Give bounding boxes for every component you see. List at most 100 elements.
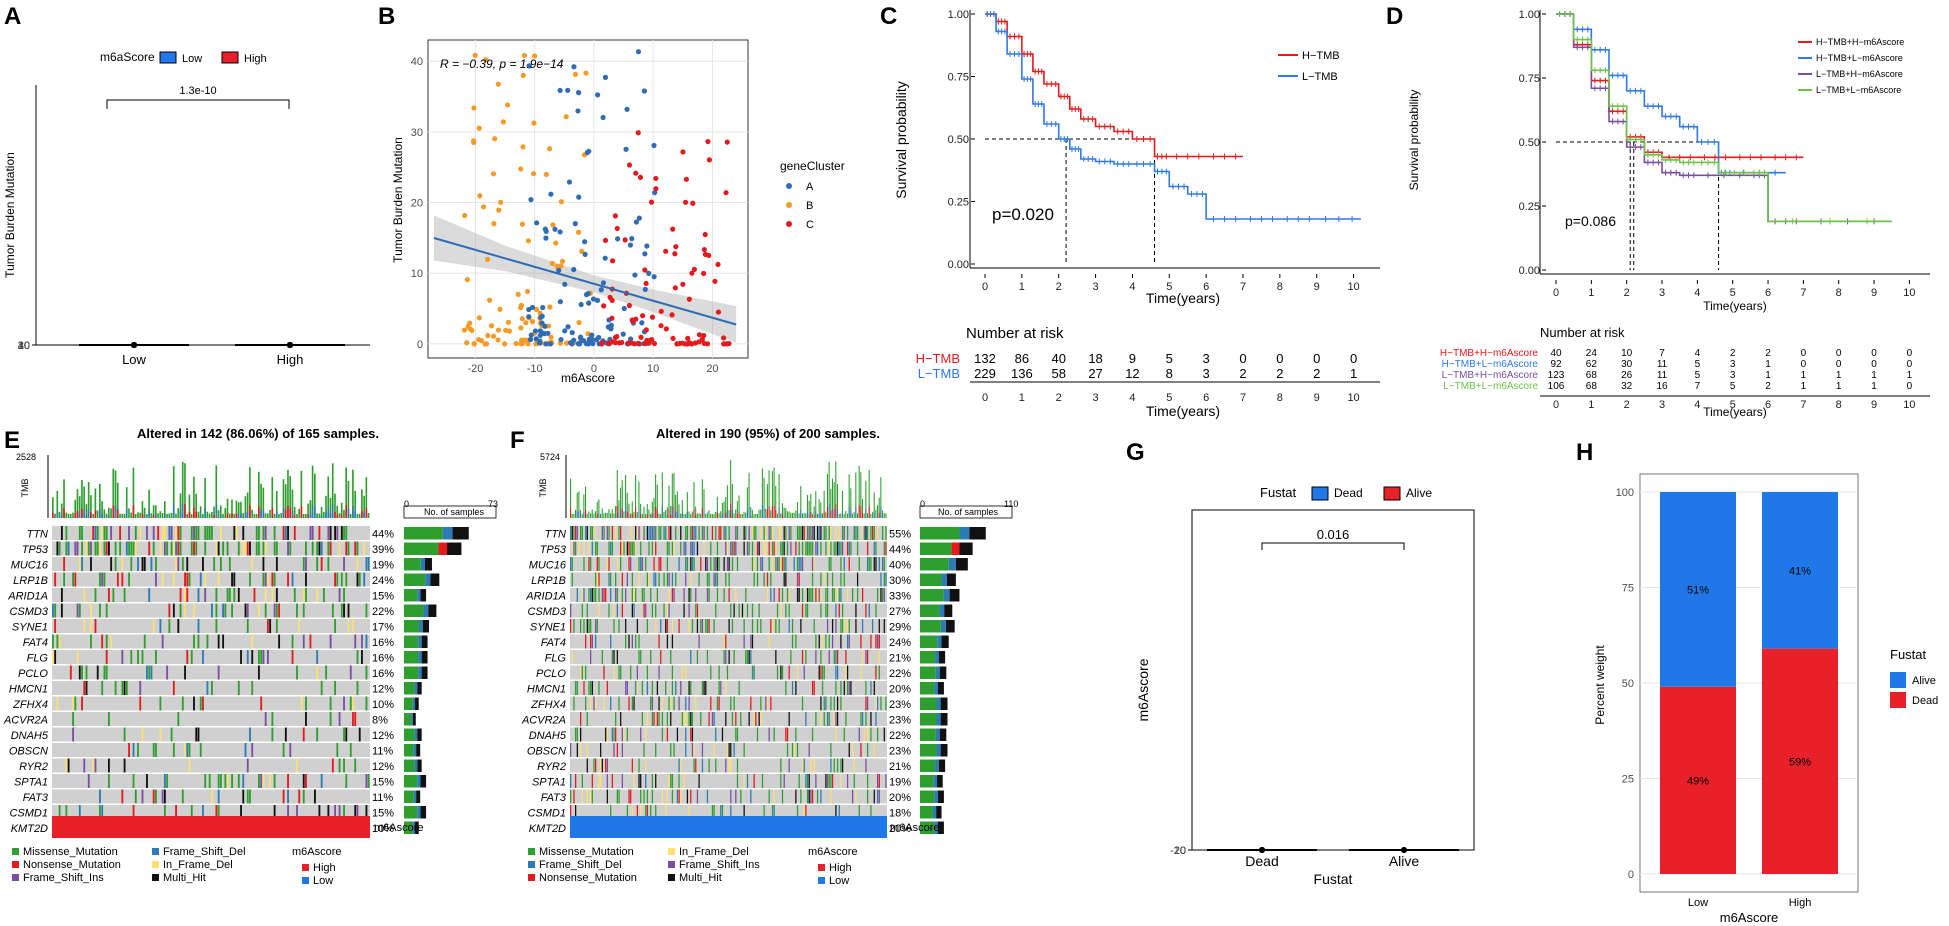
tmb-bar-segment: [184, 504, 186, 518]
gene-percent: 18%: [889, 808, 911, 820]
annot-legend-title: m6Ascore: [808, 846, 858, 858]
tmb-bar: [141, 501, 144, 518]
mutation-cell: [63, 572, 66, 587]
mutation-cell: [356, 681, 359, 695]
mutation-cell: [329, 696, 332, 711]
gene-row-bg: [570, 774, 887, 788]
point-c: [690, 200, 696, 206]
mutation-cell: [876, 634, 879, 649]
mutation-cell: [691, 619, 694, 633]
tmb-bar: [615, 505, 617, 518]
mutation-cell: [334, 572, 337, 587]
c-ticks: 0 1 2 3 4 5 6 7 8 9 100.000.250.500.751.00: [948, 9, 1360, 293]
mutation-cell: [803, 805, 805, 819]
y-tick-label: 0.75: [1519, 73, 1540, 85]
mutation-cell: [322, 588, 325, 602]
point-a: [529, 304, 536, 311]
mutation-cell: [656, 588, 659, 602]
gene-percent: 55%: [889, 529, 911, 541]
tmb-bar-segment: [675, 512, 677, 518]
mutation-cell: [638, 650, 640, 664]
mutation-cell: [141, 557, 144, 571]
mutation-cell: [776, 603, 779, 618]
mutation-cell: [695, 588, 697, 602]
mutation-cell: [172, 743, 175, 757]
sample-bar-segment: [934, 682, 938, 695]
tmb-bar: [870, 513, 872, 518]
mutation-cell: [765, 526, 767, 540]
tmb-bar: [865, 480, 867, 518]
sample-bar-multihit: [940, 744, 948, 757]
tmb-bar: [155, 505, 157, 518]
tmb-bar: [87, 482, 90, 518]
tmb-bar-segment: [815, 511, 817, 518]
mutation-cell: [289, 743, 292, 757]
point-c: [599, 341, 605, 347]
tmb-bar: [753, 513, 755, 518]
tmb-bar-segment: [656, 509, 658, 518]
tmb-bar-segment: [107, 515, 110, 518]
gene-row-bg: [52, 650, 370, 664]
x-tick-label: 3: [1093, 281, 1099, 293]
mutation-cell: [121, 572, 124, 587]
mutation-cell: [750, 650, 752, 664]
mutation-cell: [264, 541, 267, 556]
mutation-cell: [130, 650, 133, 664]
tmb-bar-segment: [63, 508, 65, 518]
tmb-bar: [226, 498, 229, 518]
tmb-bar: [618, 500, 620, 518]
sample-bar-segment: [948, 558, 956, 571]
mutation-cell: [249, 727, 251, 742]
risk-x-tick: 7: [1240, 392, 1246, 404]
tmb-bar: [851, 513, 854, 518]
mutation-cell: [723, 634, 725, 649]
y-tick-label: 50: [1622, 678, 1634, 690]
mutation-cell: [725, 526, 727, 540]
x-tick-label: 3: [1659, 287, 1665, 299]
gene-label: OBSCN: [527, 746, 566, 758]
x-tick-label: 20: [706, 363, 718, 375]
x-tick-label: 7: [1800, 287, 1806, 299]
risk-value: 1: [1765, 370, 1771, 381]
tmb-bar: [139, 512, 141, 518]
mutation-cell: [858, 727, 860, 742]
risk-value: 0: [1907, 381, 1913, 392]
mutation-cell: [123, 681, 126, 695]
mutation-cell: [573, 541, 575, 556]
sample-bar-segment: [959, 527, 970, 540]
mutation-cell: [841, 758, 844, 773]
point-c: [625, 340, 631, 346]
tmb-bar-segment: [860, 506, 862, 518]
mutation-cell: [810, 526, 812, 540]
tmb-bar-segment: [81, 508, 83, 518]
mutation-cell: [571, 572, 573, 587]
point-a: [620, 331, 626, 337]
mutation-cell: [856, 541, 859, 556]
mutation-cell: [876, 526, 879, 540]
tmb-bar: [696, 513, 698, 518]
mutation-cell: [788, 619, 790, 633]
mutation-cell: [835, 727, 837, 742]
mutation-cell: [685, 526, 687, 540]
gene-label: HMCN1: [9, 684, 48, 696]
mutation-cell: [134, 789, 137, 804]
mutation-cell: [795, 541, 797, 556]
mutation-cell: [610, 588, 612, 602]
mutation-cell: [262, 526, 265, 540]
gene-row-bg: [52, 634, 370, 649]
mutation-cell: [668, 603, 670, 618]
tmb-bar: [670, 505, 672, 518]
mutation-cell: [78, 557, 81, 571]
mutation-cell: [636, 619, 639, 633]
point-b: [532, 53, 538, 59]
tmb-bar: [305, 514, 307, 518]
tmb-bar: [583, 494, 585, 518]
mutation-cell: [132, 541, 135, 556]
tmb-bar: [130, 512, 133, 518]
mutation-cell: [825, 541, 827, 556]
tmb-bar: [786, 511, 788, 518]
h-legend-dead: Dead: [1912, 695, 1938, 707]
sample-bar-segment: [951, 542, 960, 555]
tmb-bar: [678, 504, 680, 518]
gene-label: RYR2: [19, 761, 48, 773]
